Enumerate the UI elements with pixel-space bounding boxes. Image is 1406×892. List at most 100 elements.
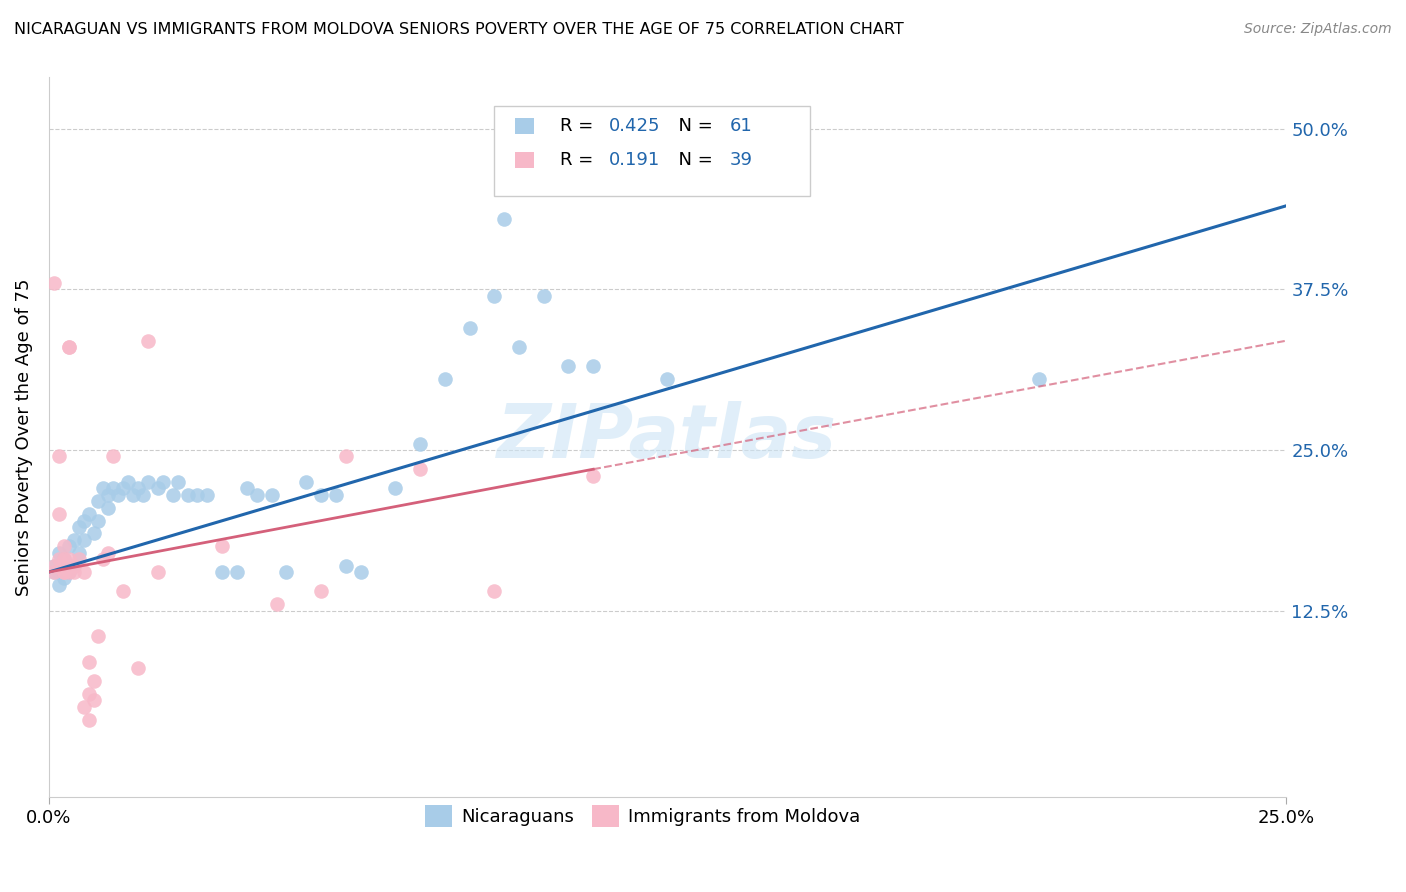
Point xyxy=(72,699,94,714)
Point xyxy=(557,359,579,374)
Point xyxy=(52,565,75,579)
Point xyxy=(87,514,110,528)
Point xyxy=(186,488,208,502)
Point xyxy=(42,276,65,290)
Point xyxy=(93,482,115,496)
Point xyxy=(211,565,233,579)
Point xyxy=(112,482,135,496)
Point xyxy=(1028,372,1050,386)
Point xyxy=(72,514,94,528)
Point xyxy=(48,450,70,464)
Point xyxy=(42,565,65,579)
Point xyxy=(295,475,318,489)
Point xyxy=(52,552,75,566)
Point xyxy=(484,584,506,599)
Point xyxy=(42,558,65,573)
Text: Source: ZipAtlas.com: Source: ZipAtlas.com xyxy=(1244,22,1392,37)
Point xyxy=(62,558,84,573)
Point xyxy=(93,552,115,566)
Text: NICARAGUAN VS IMMIGRANTS FROM MOLDOVA SENIORS POVERTY OVER THE AGE OF 75 CORRELA: NICARAGUAN VS IMMIGRANTS FROM MOLDOVA SE… xyxy=(14,22,904,37)
Point xyxy=(136,334,159,348)
Point xyxy=(72,533,94,547)
Point xyxy=(117,475,139,489)
Text: 0.425: 0.425 xyxy=(609,118,661,136)
Point xyxy=(97,488,120,502)
Point xyxy=(266,597,288,611)
Point xyxy=(103,450,125,464)
Point xyxy=(77,507,100,521)
Point xyxy=(62,558,84,573)
Y-axis label: Seniors Poverty Over the Age of 75: Seniors Poverty Over the Age of 75 xyxy=(15,278,32,596)
Point xyxy=(77,687,100,701)
Point xyxy=(533,167,555,181)
Point xyxy=(132,488,155,502)
Point xyxy=(72,565,94,579)
Point xyxy=(112,584,135,599)
Point xyxy=(325,488,347,502)
Point xyxy=(582,468,605,483)
Point xyxy=(260,488,283,502)
Point xyxy=(103,482,125,496)
Point xyxy=(433,372,456,386)
Point xyxy=(87,629,110,643)
Point xyxy=(122,488,145,502)
Point xyxy=(146,482,169,496)
Point xyxy=(58,565,80,579)
Point xyxy=(62,533,84,547)
Point xyxy=(166,475,188,489)
Point xyxy=(48,507,70,521)
Point xyxy=(48,546,70,560)
Point xyxy=(62,565,84,579)
Point xyxy=(657,372,679,386)
Point xyxy=(127,482,149,496)
Point xyxy=(484,289,506,303)
Point xyxy=(58,565,80,579)
Point xyxy=(350,565,373,579)
FancyBboxPatch shape xyxy=(495,106,810,196)
Point xyxy=(67,546,90,560)
Point xyxy=(42,558,65,573)
Bar xyxy=(515,153,534,168)
Point xyxy=(152,475,174,489)
Point xyxy=(176,488,198,502)
Point xyxy=(309,584,332,599)
Point xyxy=(309,488,332,502)
Point xyxy=(146,565,169,579)
Point xyxy=(246,488,269,502)
Point xyxy=(52,571,75,585)
Point xyxy=(67,552,90,566)
Point xyxy=(52,539,75,553)
Point xyxy=(276,565,298,579)
Legend: Nicaraguans, Immigrants from Moldova: Nicaraguans, Immigrants from Moldova xyxy=(418,798,868,835)
Point xyxy=(335,558,357,573)
Point xyxy=(107,488,129,502)
Point xyxy=(48,578,70,592)
Point xyxy=(58,539,80,553)
Point xyxy=(226,565,249,579)
Text: ZIPatlas: ZIPatlas xyxy=(498,401,838,474)
Point xyxy=(162,488,184,502)
Point xyxy=(42,565,65,579)
Point xyxy=(136,475,159,489)
Point xyxy=(83,693,105,707)
Point xyxy=(458,321,481,335)
Point xyxy=(335,450,357,464)
Point xyxy=(195,488,218,502)
Point xyxy=(83,674,105,689)
Point xyxy=(533,289,555,303)
Text: N =: N = xyxy=(668,151,718,169)
Text: N =: N = xyxy=(668,118,718,136)
Point xyxy=(48,552,70,566)
Point xyxy=(48,565,70,579)
Text: R =: R = xyxy=(560,118,599,136)
Text: 0.191: 0.191 xyxy=(609,151,661,169)
Point xyxy=(97,500,120,515)
Point xyxy=(97,546,120,560)
Point xyxy=(52,565,75,579)
Text: 61: 61 xyxy=(730,118,752,136)
Point xyxy=(409,436,432,450)
Point xyxy=(127,661,149,675)
Bar xyxy=(515,119,534,135)
Text: 39: 39 xyxy=(730,151,752,169)
Point xyxy=(409,462,432,476)
